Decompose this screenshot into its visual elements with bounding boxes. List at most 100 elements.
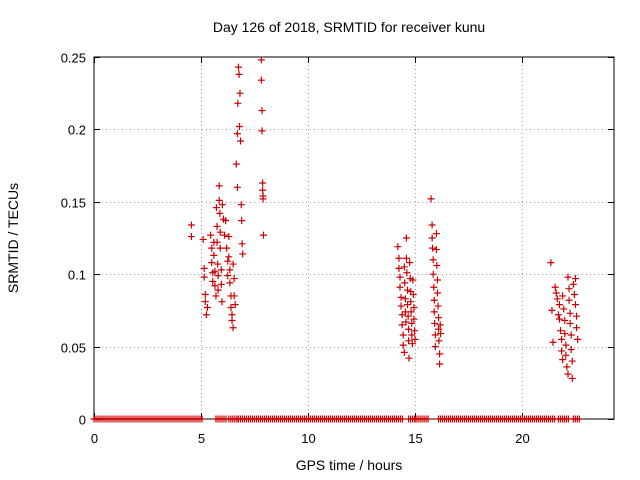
data-point (215, 182, 223, 190)
data-point (432, 246, 440, 254)
data-point (209, 277, 217, 285)
data-point (409, 276, 417, 284)
data-point (436, 360, 444, 368)
data-point (561, 330, 569, 338)
data-point (408, 319, 416, 327)
data-point (562, 341, 570, 349)
data-point (212, 204, 220, 212)
y-tick-label: 0.2 (68, 123, 86, 138)
data-point (215, 196, 223, 204)
data-point (553, 295, 561, 303)
grid (94, 57, 614, 419)
data-point (410, 304, 418, 312)
data-point (402, 318, 410, 326)
data-point (409, 290, 417, 298)
data-point (407, 298, 415, 306)
data-point (560, 305, 568, 313)
data-point (213, 222, 221, 230)
data-point (258, 107, 266, 115)
data-point (226, 266, 234, 274)
data-point (233, 130, 241, 138)
data-point (405, 337, 413, 345)
data-point (569, 280, 577, 288)
data-point (399, 341, 407, 349)
data-point (404, 312, 412, 320)
x-tick-label: 20 (515, 431, 529, 446)
data-point (211, 282, 219, 290)
data-point (199, 235, 207, 243)
data-point (433, 289, 441, 297)
data-point (223, 244, 231, 252)
data-point (217, 266, 225, 274)
axis-ticks: 0 0.05 0.1 0.15 0.2 0.25 0 5 10 15 20 (61, 51, 614, 446)
data-point (259, 179, 267, 187)
data-point (401, 279, 409, 287)
chart-title: Day 126 of 2018, SRMTID for receiver kun… (213, 19, 485, 35)
data-point (558, 335, 566, 343)
data-point (187, 233, 195, 241)
data-point (566, 309, 574, 317)
data-point (397, 302, 405, 310)
data-point (559, 356, 567, 364)
data-point (406, 259, 414, 267)
data-point (564, 273, 572, 281)
data-point (227, 304, 235, 312)
data-point (218, 298, 226, 306)
plot-frame (93, 56, 615, 420)
data-point (571, 301, 579, 309)
data-point (230, 292, 238, 300)
data-point (429, 244, 437, 252)
data-point (225, 233, 233, 241)
data-point (229, 324, 237, 332)
data-point (559, 292, 567, 300)
data-point (234, 99, 242, 107)
data-point (551, 283, 559, 291)
zero-point (575, 415, 583, 423)
data-point (408, 340, 416, 348)
data-point (573, 324, 581, 332)
data-point (214, 272, 222, 280)
data-point (557, 327, 565, 335)
data-point (549, 338, 557, 346)
data-point (571, 275, 579, 283)
data-point (561, 317, 569, 325)
data-point (568, 357, 576, 365)
y-tick-label: 0.25 (61, 51, 86, 66)
data-point (225, 253, 233, 261)
data-point (396, 273, 404, 281)
data-point (257, 56, 265, 64)
data-point (558, 347, 566, 355)
data-point (233, 183, 241, 191)
data-point (200, 264, 208, 272)
data-point (216, 244, 224, 252)
data-point (565, 296, 573, 304)
data-point (231, 301, 239, 309)
data-point (411, 335, 419, 343)
y-tick-label: 0.05 (61, 341, 86, 356)
data-point (402, 234, 410, 242)
data-point (207, 231, 215, 239)
data-point (573, 312, 581, 320)
data-point (400, 348, 408, 356)
data-point (410, 315, 418, 323)
data-point (398, 321, 406, 329)
data-point (548, 306, 556, 314)
data-point (397, 293, 405, 301)
zero-point (424, 415, 432, 423)
data-point (433, 276, 441, 284)
data-point (435, 325, 443, 333)
data-point (555, 315, 563, 323)
data-point (430, 308, 438, 316)
data-point (566, 319, 574, 327)
data-point (187, 221, 195, 229)
data-point (213, 238, 221, 246)
data-point (430, 296, 438, 304)
data-point (565, 285, 573, 293)
data-point (395, 254, 403, 262)
data-point (238, 217, 246, 225)
data-point (232, 160, 240, 168)
data-point (411, 327, 419, 335)
data-point (554, 311, 562, 319)
data-point (429, 270, 437, 278)
data-point (208, 259, 216, 267)
